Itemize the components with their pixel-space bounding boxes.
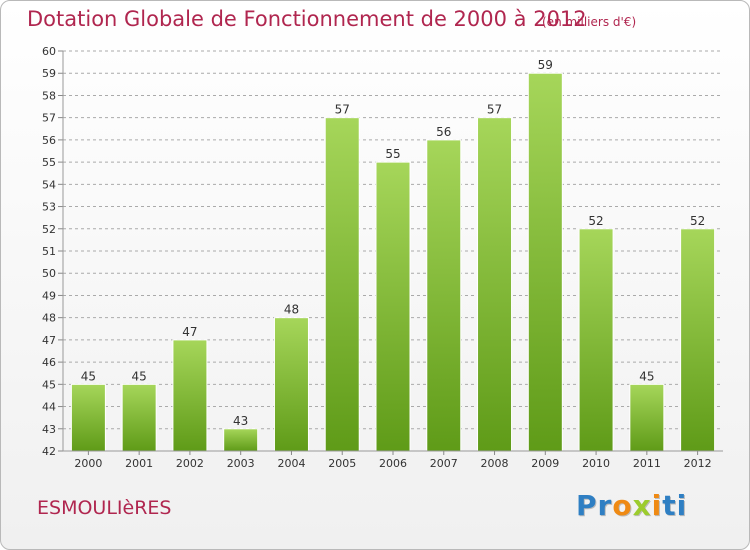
y-tick-label: 49 <box>42 289 56 302</box>
data-label: 43 <box>233 414 248 428</box>
x-tick-label: 2003 <box>227 457 255 470</box>
y-tick-label: 44 <box>42 401 56 414</box>
y-tick-label: 51 <box>42 245 56 258</box>
chart-title: Dotation Globale de Fonctionnement de 20… <box>27 7 587 31</box>
x-tick-label: 2006 <box>379 457 407 470</box>
bar <box>680 228 716 452</box>
data-label: 57 <box>335 103 350 117</box>
x-tick-label: 2009 <box>531 457 559 470</box>
bar <box>121 383 157 452</box>
x-tick-label: 2007 <box>430 457 458 470</box>
y-tick-label: 59 <box>42 67 56 80</box>
data-label: 59 <box>538 58 553 72</box>
y-tick-label: 54 <box>42 178 56 191</box>
data-label: 57 <box>487 103 502 117</box>
bar <box>527 72 563 452</box>
x-tick-label: 2008 <box>481 457 509 470</box>
y-tick-label: 55 <box>42 156 56 169</box>
data-label: 45 <box>639 369 654 383</box>
bar <box>324 117 360 452</box>
data-label: 52 <box>588 214 603 228</box>
bar <box>477 117 513 452</box>
x-tick-label: 2000 <box>74 457 102 470</box>
unit-note: (en milliers d'€) <box>542 15 637 29</box>
y-tick-label: 47 <box>42 334 56 347</box>
y-tick-label: 45 <box>42 378 56 391</box>
y-tick-label: 48 <box>42 312 56 325</box>
bar <box>426 139 462 452</box>
bar <box>70 383 106 452</box>
x-tick-label: 2002 <box>176 457 204 470</box>
x-tick-label: 2005 <box>328 457 356 470</box>
proxiti-logo: Proxiti <box>576 489 688 522</box>
data-label: 45 <box>81 369 96 383</box>
bar <box>273 317 309 452</box>
data-label: 55 <box>385 147 400 161</box>
y-tick-label: 56 <box>42 134 56 147</box>
x-tick-label: 2001 <box>125 457 153 470</box>
x-tick-label: 2010 <box>582 457 610 470</box>
y-tick-label: 53 <box>42 201 56 214</box>
bar <box>172 339 208 452</box>
x-tick-label: 2004 <box>277 457 305 470</box>
commune-name: ESMOULIèRES <box>37 497 172 519</box>
bar <box>223 428 259 452</box>
data-label: 56 <box>436 125 451 139</box>
y-tick-label: 57 <box>42 112 56 125</box>
bar <box>375 161 411 452</box>
x-tick-label: 2012 <box>684 457 712 470</box>
data-label: 52 <box>690 214 705 228</box>
y-tick-label: 43 <box>42 423 56 436</box>
y-tick-label: 58 <box>42 89 56 102</box>
data-label: 48 <box>284 303 299 317</box>
x-tick-label: 2011 <box>633 457 661 470</box>
y-tick-label: 50 <box>42 267 56 280</box>
data-label: 47 <box>182 325 197 339</box>
y-tick-label: 52 <box>42 223 56 236</box>
bars: 45 45 47 43 48 57 55 56 57 59 52 45 52 <box>70 58 716 452</box>
y-tick-label: 42 <box>42 445 56 458</box>
bar <box>629 383 665 452</box>
bar <box>578 228 614 452</box>
data-label: 45 <box>132 369 147 383</box>
y-tick-label: 46 <box>42 356 56 369</box>
axes: 42 43 44 45 46 47 48 49 50 51 52 53 54 55 56 57 58 59 60 20… <box>42 45 723 470</box>
y-tick-label: 60 <box>42 45 56 58</box>
